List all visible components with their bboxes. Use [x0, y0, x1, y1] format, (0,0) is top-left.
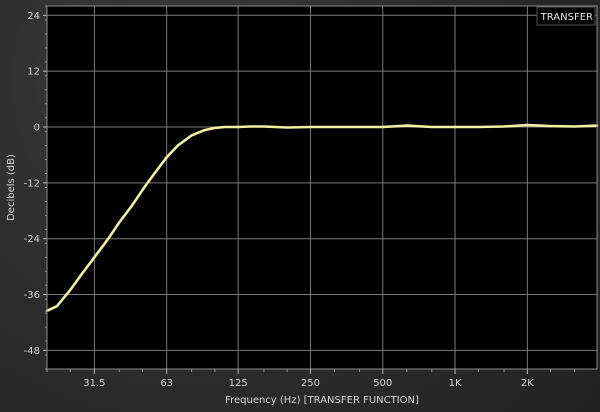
grid-lines	[47, 6, 597, 369]
legend-label-transfer: TRANSFER	[540, 12, 593, 23]
data-point	[165, 156, 168, 159]
data-point	[93, 256, 96, 259]
x-tick-label-5: 1K	[449, 378, 462, 389]
y-tick-label-5: -36	[24, 290, 40, 301]
data-point	[56, 305, 58, 308]
data-point	[262, 125, 265, 128]
data-point	[81, 272, 83, 275]
x-axis-title: Frequency (Hz) [TRANSFER FUNCTION]	[225, 395, 419, 406]
plot-area	[47, 6, 597, 369]
data-point	[286, 126, 289, 129]
y-tick-label-0: 24	[27, 11, 40, 22]
x-tick-label-0: 31.5	[83, 378, 105, 389]
x-tick-label-6: 2K	[521, 378, 534, 389]
plot-frame	[46, 5, 598, 370]
data-point	[526, 124, 529, 127]
data-point	[477, 126, 480, 128]
legend-box	[536, 6, 596, 26]
data-point	[454, 126, 456, 128]
data-point	[381, 126, 384, 128]
x-tick-label-4: 500	[373, 378, 392, 389]
data-point	[249, 125, 251, 128]
series-layer	[45, 123, 599, 313]
data-point	[309, 126, 312, 128]
x-tick-label-2: 125	[229, 378, 248, 389]
data-point	[190, 134, 193, 137]
data-point	[213, 127, 216, 129]
data-point	[130, 205, 133, 208]
axis-ticks: 24 12 0 -12 -24 -36 -48 31.5 63 125 250 500 1K 2K	[24, 5, 576, 389]
data-point	[69, 288, 72, 291]
data-point	[573, 125, 576, 128]
data-point	[358, 126, 361, 128]
y-tick-label-2: 0	[34, 123, 40, 134]
data-point	[118, 221, 121, 224]
data-point	[107, 237, 110, 240]
x-tick-label-3: 250	[301, 378, 320, 389]
data-point	[333, 126, 336, 128]
y-tick-label-3: -12	[24, 178, 40, 189]
data-point	[202, 129, 205, 132]
data-point	[237, 126, 240, 128]
legend: TRANSFER	[536, 6, 596, 26]
data-point	[176, 144, 179, 147]
y-tick-label-1: 12	[27, 67, 40, 78]
data-point	[223, 126, 226, 128]
x-tick-label-1: 63	[160, 378, 173, 389]
data-point	[549, 125, 552, 127]
data-point	[503, 125, 505, 128]
y-tick-label-4: -24	[24, 234, 40, 245]
data-point	[153, 172, 156, 175]
data-point	[141, 188, 144, 191]
y-axis-title: Decibels (dB)	[6, 154, 17, 221]
y-tick-label-6: -48	[24, 346, 40, 357]
data-point	[405, 124, 408, 127]
data-point	[430, 126, 433, 128]
